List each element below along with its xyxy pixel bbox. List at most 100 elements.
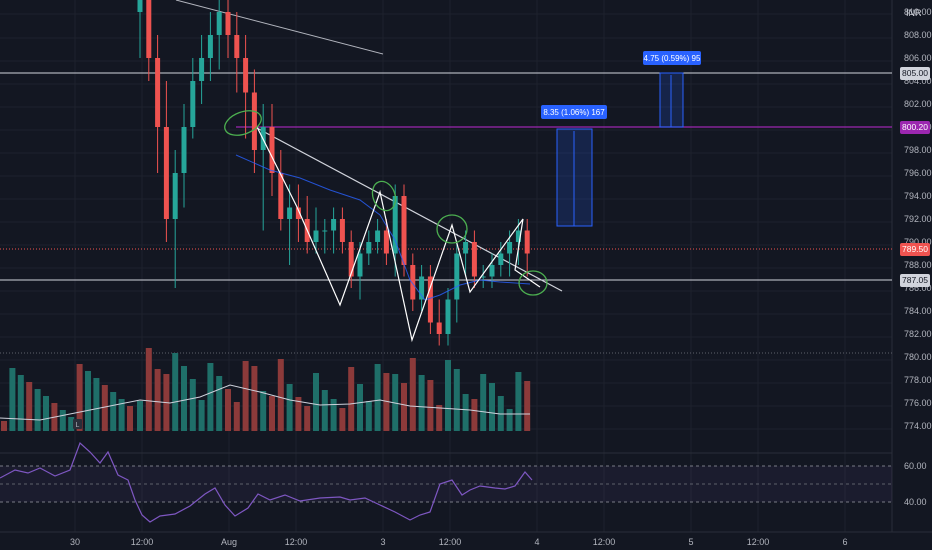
volume-bar (427, 380, 434, 431)
volume-bar (198, 400, 205, 431)
candle-body (155, 58, 161, 127)
rsi-line (0, 441, 533, 523)
price-tick: 784.00 (904, 306, 932, 316)
volume-bar (365, 401, 372, 431)
volume-bar (357, 384, 363, 431)
candle-body (163, 127, 169, 219)
candle-body (419, 276, 425, 300)
price-tick: 804.00 (904, 76, 932, 86)
volume-bar (401, 383, 407, 431)
candle-body (269, 127, 275, 173)
volume-bar (506, 409, 513, 431)
price-label-805: 805.00 (900, 67, 930, 80)
volume-bar (101, 385, 108, 431)
highlight-ellipses[interactable] (221, 106, 548, 296)
volume-bar (436, 405, 443, 431)
price-tick: 798.00 (904, 145, 932, 155)
price-axis[interactable]: 810.00808.00806.00804.00802.00800.00798.… (904, 7, 932, 507)
trendline-descending[interactable] (254, 126, 563, 292)
candle-body (287, 207, 293, 219)
price-label-current: 789.50 (900, 243, 930, 256)
candle-body (251, 92, 257, 150)
volume-bar (85, 371, 91, 431)
volume-bars (1, 348, 531, 431)
time-tick: 12:00 (131, 537, 154, 547)
volume-bar (154, 369, 161, 431)
candlestick-series (137, 0, 530, 346)
volume-bar (418, 375, 425, 431)
candle-body (515, 230, 521, 242)
price-tick: 786.00 (904, 283, 932, 293)
price-tick: 808.00 (904, 30, 932, 40)
volume-bar (26, 382, 33, 431)
volume-bar (471, 399, 478, 431)
time-tick: 5 (688, 537, 693, 547)
price-tick: 774.00 (904, 421, 932, 431)
time-tick: 12:00 (593, 537, 616, 547)
candle-body (225, 12, 231, 35)
grid (0, 0, 892, 532)
volume-bar (339, 408, 346, 431)
volume-bar (251, 366, 258, 431)
candle-body (427, 276, 433, 323)
volume-bar (181, 366, 187, 431)
volume-bar (524, 381, 531, 431)
volume-bar (374, 364, 381, 431)
volume-bar (277, 359, 284, 431)
rsi-tick: 40.00 (904, 497, 927, 507)
candle-body (454, 253, 460, 300)
price-tick: 776.00 (904, 398, 932, 408)
volume-bar (127, 406, 133, 431)
time-axis[interactable]: 30 12:00 Aug 12:00 3 12:00 4 12:00 5 12:00 6 (70, 537, 848, 547)
volume-bar (172, 353, 179, 431)
rsi-tick: 60.00 (904, 461, 927, 471)
zigzag-pattern[interactable] (256, 126, 541, 343)
measure-tag-2: 4.75 (0.59%) 95 (643, 51, 701, 65)
candle-body (489, 265, 495, 277)
price-tick: 780.00 (904, 352, 932, 362)
volume-ma-line (0, 384, 530, 421)
price-tick: 802.00 (904, 99, 932, 109)
price-ma-line (235, 154, 531, 301)
price-tick: 796.00 (904, 168, 932, 178)
time-tick: 30 (70, 537, 80, 547)
volume-bar (76, 364, 83, 431)
price-label-787: 787.05 (900, 274, 930, 287)
volume-bar (348, 367, 355, 431)
candle-body (313, 230, 319, 242)
candle-body (216, 12, 222, 35)
volume-bar (118, 399, 125, 431)
volume-bar (233, 402, 240, 431)
volume-bar (137, 401, 143, 431)
volume-bar (1, 421, 7, 431)
candle-body (463, 242, 469, 254)
time-tick: Aug (221, 537, 237, 547)
volume-bar (110, 392, 117, 431)
volume-bar (295, 397, 302, 431)
volume-bar (383, 373, 390, 431)
volume-bar (462, 394, 469, 431)
price-tick: 792.00 (904, 214, 932, 224)
volume-bar (9, 368, 16, 431)
candle-body (199, 58, 205, 81)
volume-bar (489, 383, 495, 431)
svg-text:L: L (76, 422, 80, 429)
trendline-top[interactable] (175, 0, 384, 55)
price-label-800: 800.20 (900, 121, 930, 134)
candle-body (375, 230, 381, 242)
candle-body (278, 173, 284, 219)
price-tick: 794.00 (904, 191, 932, 201)
time-tick: 3 (380, 537, 385, 547)
svg-text:4.75 (0.59%) 95: 4.75 (0.59%) 95 (644, 54, 701, 63)
volume-bar (17, 375, 24, 431)
volume-bar (409, 358, 416, 431)
volume-bar (445, 360, 451, 431)
price-tick: 810.00 (904, 7, 932, 17)
candle-body (331, 219, 337, 231)
volume-bar (269, 396, 275, 431)
candle-body (234, 35, 240, 58)
chart-marker-l: L (73, 419, 82, 429)
volume-bar (216, 376, 223, 431)
candle-body (243, 58, 249, 93)
